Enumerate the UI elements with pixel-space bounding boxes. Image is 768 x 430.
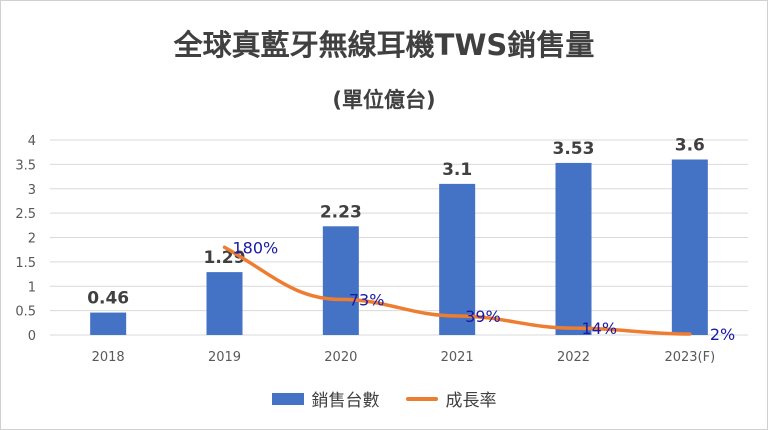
bar — [671, 159, 708, 335]
y-tick-label: 1.5 — [15, 256, 36, 271]
y-tick-label: 2.5 — [15, 207, 36, 222]
legend-item-growth: 成長率 — [405, 386, 497, 411]
bar — [439, 183, 476, 335]
bar-data-label: 2.23 — [320, 202, 362, 222]
x-tick-label: 2019 — [208, 350, 241, 365]
legend-label-growth: 成長率 — [445, 391, 497, 411]
chart-legend: 銷售台數 成長率 — [0, 386, 768, 411]
y-tick-label: 4 — [28, 134, 36, 149]
bar-data-label: 0.46 — [87, 289, 129, 309]
x-tick-label: 2018 — [92, 350, 125, 365]
growth-data-label: 39% — [465, 307, 501, 326]
y-tick-label: 2 — [28, 232, 36, 247]
growth-data-label: 14% — [582, 319, 618, 338]
y-tick-label: 3 — [28, 183, 36, 198]
x-tick-label: 2021 — [441, 350, 474, 365]
y-tick-label: 1 — [28, 280, 36, 295]
y-tick-label: 0 — [28, 329, 36, 344]
x-tick-label: 2022 — [557, 350, 590, 365]
legend-label-sales: 銷售台數 — [311, 391, 380, 411]
bar-data-label: 3.1 — [442, 160, 472, 180]
x-tick-label: 2023(F) — [664, 350, 715, 365]
legend-swatch-bar — [271, 392, 304, 405]
bar-data-label: 3.53 — [553, 139, 595, 159]
growth-data-label: 2% — [710, 325, 735, 344]
legend-item-sales: 銷售台數 — [271, 386, 380, 411]
y-tick-label: 0.5 — [15, 305, 36, 320]
bar — [322, 226, 359, 335]
chart-subtitle: (單位億台) — [332, 88, 436, 112]
y-tick-label: 3.5 — [15, 158, 36, 173]
growth-data-label: 73% — [349, 290, 385, 309]
growth-line — [222, 245, 692, 336]
bar — [90, 312, 127, 335]
growth-data-label: 180% — [233, 238, 279, 257]
legend-swatch-line — [405, 396, 438, 401]
chart-title: 全球真藍牙無線耳機TWS銷售量 — [173, 28, 595, 62]
x-tick-label: 2020 — [324, 350, 357, 365]
bar — [206, 272, 243, 335]
bar-data-label: 3.6 — [675, 136, 705, 156]
bar — [555, 162, 592, 335]
